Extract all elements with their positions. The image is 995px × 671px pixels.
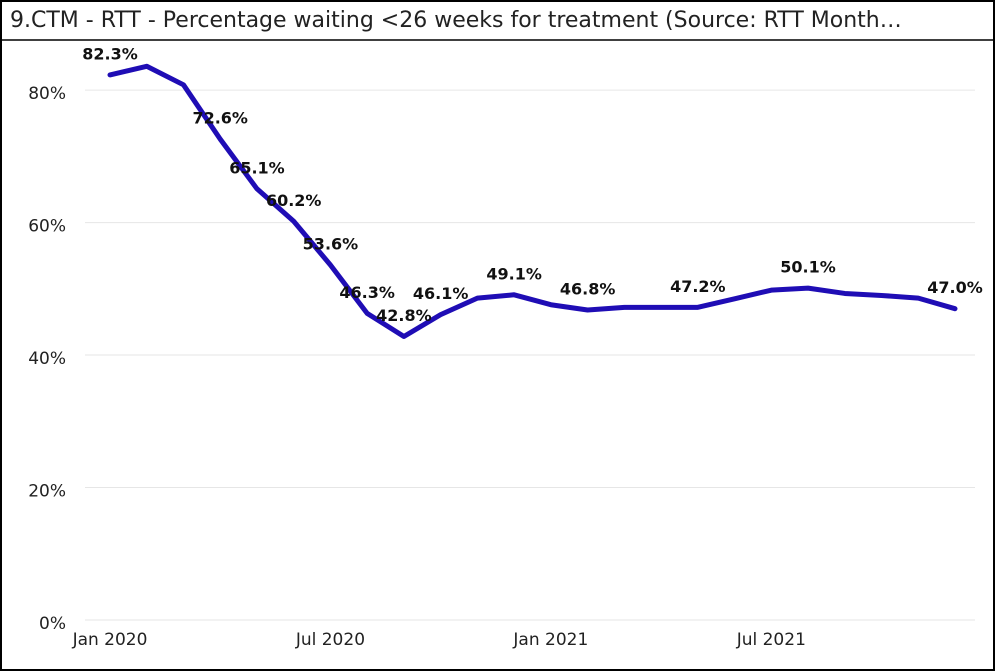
data-label: 42.8% [376,306,432,325]
data-label: 82.3% [82,44,138,63]
data-label: 49.1% [486,264,542,283]
x-tick-label: Jan 2020 [72,630,148,650]
data-label: 53.6% [303,234,359,253]
data-label: 46.8% [560,280,616,299]
y-tick-label: 80% [28,84,66,104]
y-tick-label: 60% [28,217,66,237]
data-line [107,63,958,340]
y-tick-label: 0% [39,614,66,634]
y-tick-label: 20% [28,482,66,502]
data-label: 46.3% [339,283,395,302]
data-label: 60.2% [266,191,322,210]
data-label: 47.2% [670,277,726,296]
data-label: 46.1% [413,284,469,303]
x-tick-label: Jul 2021 [736,630,806,650]
x-tick-label: Jan 2021 [512,630,588,650]
data-label: 50.1% [780,258,836,277]
x-tick-label: Jul 2020 [295,630,365,650]
chart-title: 9.CTM - RTT - Percentage waiting <26 wee… [10,8,902,33]
data-label: 72.6% [192,109,248,128]
data-label: 47.0% [927,278,983,297]
y-tick-label: 40% [28,349,66,369]
data-label: 65.1% [229,158,285,177]
